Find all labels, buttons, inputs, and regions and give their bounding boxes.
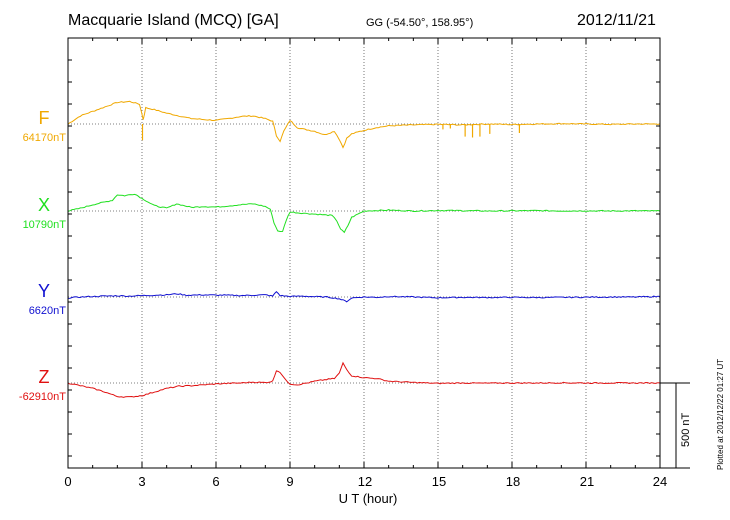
x-tick-label: 6: [212, 474, 220, 489]
x-tick-label: 21: [579, 474, 595, 489]
series-line-x: [67, 193, 661, 234]
x-tick-label: 12: [357, 474, 373, 489]
station-title: Macquarie Island (MCQ) [GA]: [68, 12, 279, 29]
series-line-y: [67, 291, 661, 303]
series-baseline-f: 64170nT: [22, 132, 66, 144]
series-baseline-z: -62910nT: [18, 391, 66, 403]
series-label-f: F: [38, 108, 50, 128]
series-label-x: X: [37, 195, 50, 215]
scale-bar-label: 500 nT: [680, 412, 692, 447]
x-tick-label: 0: [64, 474, 72, 489]
series-label-z: Z: [38, 367, 50, 387]
series-baseline-x: 10790nT: [22, 219, 66, 231]
series-baseline-y: 6620nT: [28, 305, 66, 317]
station-coordinates: GG (-54.50°, 158.95°): [366, 17, 474, 29]
x-tick-label: 3: [138, 474, 146, 489]
x-tick-label: 24: [652, 474, 668, 489]
series-label-y: Y: [37, 281, 50, 301]
x-tick-label: 18: [505, 474, 521, 489]
series-line-f: [67, 100, 661, 149]
date-label: 2012/11/21: [577, 12, 656, 29]
plot-frame: [67, 37, 661, 469]
x-tick-label: 9: [286, 474, 294, 489]
series-line-z: [67, 361, 661, 398]
x-axis-label: U T (hour): [338, 491, 398, 506]
plotted-timestamp: Plotted at 2012/12/22 01:27 UT: [716, 358, 725, 470]
x-tick-label: 15: [431, 474, 447, 489]
